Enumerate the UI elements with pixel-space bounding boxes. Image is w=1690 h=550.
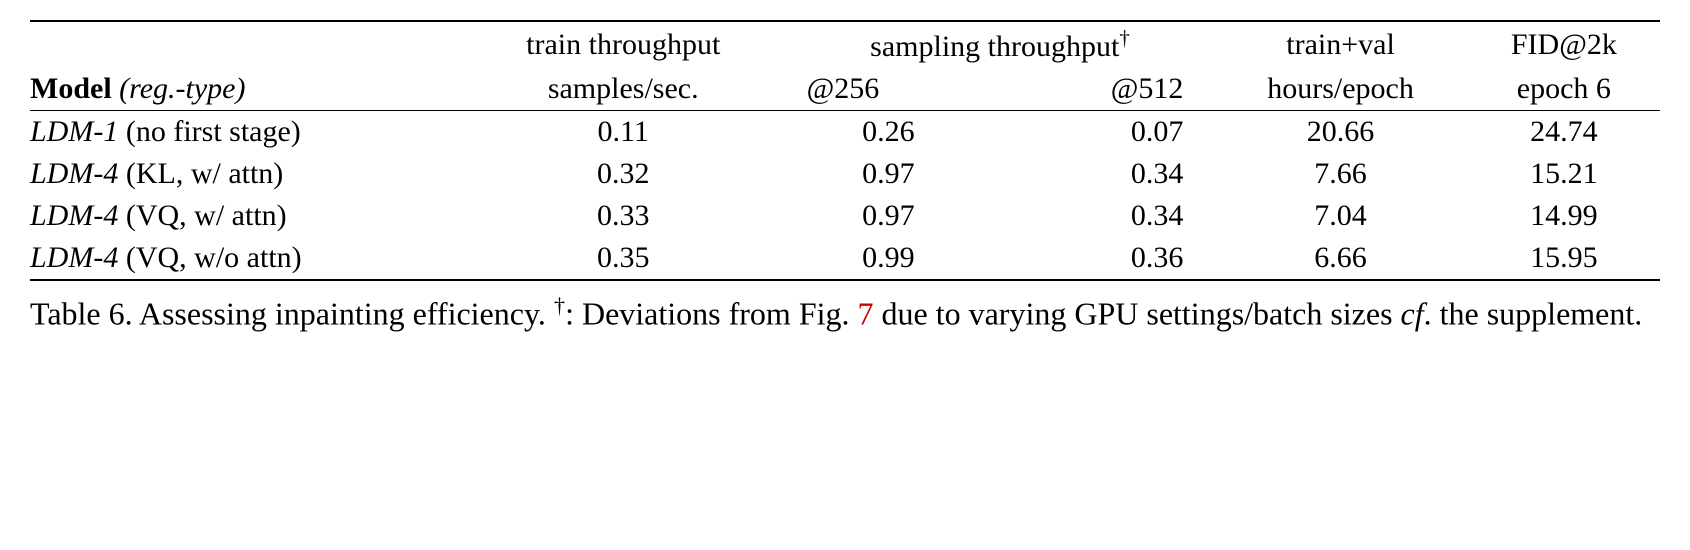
table-row: LDM-4 (VQ, w/o attn) 0.35 0.99 0.36 6.66… [30, 237, 1660, 280]
caption-mid2: due to varying GPU settings/batch sizes [874, 296, 1401, 332]
model-name: LDM-1 [30, 115, 118, 148]
cell-model: LDM-4 (VQ, w/o attn) [30, 237, 460, 280]
cell-samp512: 0.36 [990, 237, 1213, 280]
results-table: train throughput sampling throughput† tr… [30, 20, 1660, 281]
cell-trainval: 6.66 [1213, 237, 1467, 280]
header-fid-2: epoch 6 [1468, 68, 1660, 111]
header-trainval-2: hours/epoch [1213, 68, 1467, 111]
table-body: LDM-1 (no first stage) 0.11 0.26 0.07 20… [30, 111, 1660, 281]
model-suffix: (VQ, w/ attn) [118, 199, 286, 232]
cell-model: LDM-4 (KL, w/ attn) [30, 153, 460, 195]
model-italic: (reg.-type) [112, 72, 246, 105]
header-model: Model (reg.-type) [30, 68, 460, 111]
model-suffix: (no first stage) [118, 115, 300, 148]
cell-samp256: 0.26 [787, 111, 990, 154]
cell-model: LDM-4 (VQ, w/ attn) [30, 195, 460, 237]
cell-model: LDM-1 (no first stage) [30, 111, 460, 154]
caption-prefix: Table 6. Assessing inpainting efficiency… [30, 296, 554, 332]
caption-dagger: † [554, 293, 565, 318]
model-suffix: (KL, w/ attn) [118, 157, 283, 190]
cell-train-tp: 0.35 [460, 237, 787, 280]
figure-ref-link[interactable]: 7 [858, 296, 874, 332]
cell-train-tp: 0.32 [460, 153, 787, 195]
cell-trainval: 7.66 [1213, 153, 1467, 195]
header-at256: @256 [787, 68, 990, 111]
cell-samp256: 0.97 [787, 195, 990, 237]
caption-cf: cf [1401, 296, 1424, 332]
cell-fid: 15.95 [1468, 237, 1660, 280]
caption-suffix: . the supplement. [1424, 296, 1643, 332]
model-suffix: (VQ, w/o attn) [118, 241, 301, 274]
header-at512: @512 [990, 68, 1213, 111]
cell-fid: 14.99 [1468, 195, 1660, 237]
header-train-throughput-1: train throughput [460, 21, 787, 68]
cell-samp512: 0.34 [990, 195, 1213, 237]
header-trainval-1: train+val [1213, 21, 1467, 68]
cell-trainval: 20.66 [1213, 111, 1467, 154]
model-name: LDM-4 [30, 241, 118, 274]
header-fid-1: FID@2k [1468, 21, 1660, 68]
table-row: LDM-1 (no first stage) 0.11 0.26 0.07 20… [30, 111, 1660, 154]
caption-mid1: : Deviations from Fig. [565, 296, 857, 332]
header-train-throughput-2: samples/sec. [460, 68, 787, 111]
cell-train-tp: 0.33 [460, 195, 787, 237]
model-bold: Model [30, 72, 112, 105]
header-sampling-throughput-1: sampling throughput† [787, 21, 1214, 68]
sampling-label: sampling throughput [870, 30, 1119, 63]
cell-trainval: 7.04 [1213, 195, 1467, 237]
table-caption: Table 6. Assessing inpainting efficiency… [30, 291, 1660, 336]
cell-samp512: 0.34 [990, 153, 1213, 195]
cell-train-tp: 0.11 [460, 111, 787, 154]
cell-samp512: 0.07 [990, 111, 1213, 154]
cell-fid: 15.21 [1468, 153, 1660, 195]
model-name: LDM-4 [30, 157, 118, 190]
table-row: LDM-4 (KL, w/ attn) 0.32 0.97 0.34 7.66 … [30, 153, 1660, 195]
dagger-symbol: † [1119, 26, 1130, 50]
cell-fid: 24.74 [1468, 111, 1660, 154]
model-name: LDM-4 [30, 199, 118, 232]
cell-samp256: 0.99 [787, 237, 990, 280]
table-row: LDM-4 (VQ, w/ attn) 0.33 0.97 0.34 7.04 … [30, 195, 1660, 237]
header-empty [30, 21, 460, 68]
cell-samp256: 0.97 [787, 153, 990, 195]
